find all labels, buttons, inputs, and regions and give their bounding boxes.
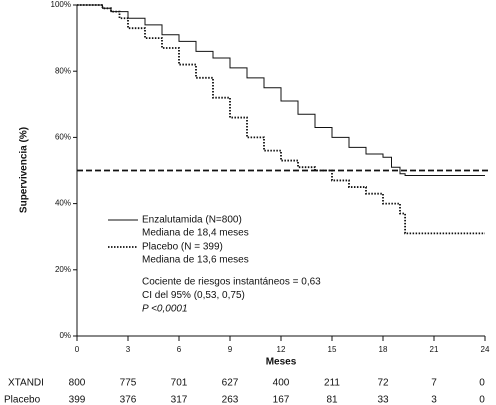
x-tick-label: 0 (75, 345, 80, 354)
legend-label: Enzalutamida (N=800) (142, 215, 242, 226)
y-tick-label: 100% (51, 0, 71, 9)
legend-subtitle: Mediana de 18,4 meses (142, 228, 249, 239)
x-tick-label: 12 (277, 345, 286, 354)
risk-row-label: XTANDI (8, 378, 44, 389)
annotation: P <0,0001 (142, 304, 188, 315)
y-tick-label: 80% (55, 66, 71, 75)
risk-count: 3 (431, 395, 437, 405)
y-tick-label: 20% (55, 265, 71, 274)
risk-count: 701 (171, 378, 188, 389)
y-tick-label: 40% (55, 199, 71, 208)
risk-count: 400 (273, 378, 290, 389)
risk-count: 800 (69, 378, 86, 389)
risk-row-label: Placebo (4, 395, 41, 405)
x-tick-label: 6 (177, 345, 182, 354)
survival-curve (77, 4, 485, 176)
annotation: CI del 95% (0,53, 0,75) (142, 290, 245, 301)
x-tick-label: 24 (481, 345, 490, 354)
risk-count: 211 (324, 378, 340, 389)
x-axis-label: Meses (266, 357, 297, 368)
legend-label: Placebo (N = 399) (142, 242, 223, 253)
y-tick-label: 0% (59, 331, 71, 340)
x-tick-label: 15 (328, 345, 337, 354)
annotation: Cociente de riesgos instantáneos = 0,63 (142, 277, 321, 288)
risk-count: 376 (120, 395, 137, 405)
risk-count: 263 (222, 395, 239, 405)
survival-curve (77, 4, 485, 235)
risk-count: 33 (377, 395, 389, 405)
risk-count: 167 (273, 395, 290, 405)
risk-count: 399 (69, 395, 86, 405)
risk-count: 0 (479, 378, 485, 389)
risk-count: 627 (222, 378, 239, 389)
x-tick-label: 3 (126, 345, 131, 354)
x-tick-label: 18 (379, 345, 388, 354)
risk-count: 317 (171, 395, 188, 405)
risk-count: 72 (377, 378, 389, 389)
risk-count: 81 (326, 395, 338, 405)
risk-count: 0 (479, 395, 485, 405)
y-tick-label: 60% (55, 133, 71, 142)
legend-subtitle: Mediana de 13,6 meses (142, 255, 249, 266)
y-axis-label: Supervivencia (%) (19, 127, 30, 213)
risk-count: 775 (120, 378, 137, 389)
x-tick-label: 9 (228, 345, 233, 354)
risk-count: 7 (431, 378, 437, 389)
x-tick-label: 21 (430, 345, 439, 354)
